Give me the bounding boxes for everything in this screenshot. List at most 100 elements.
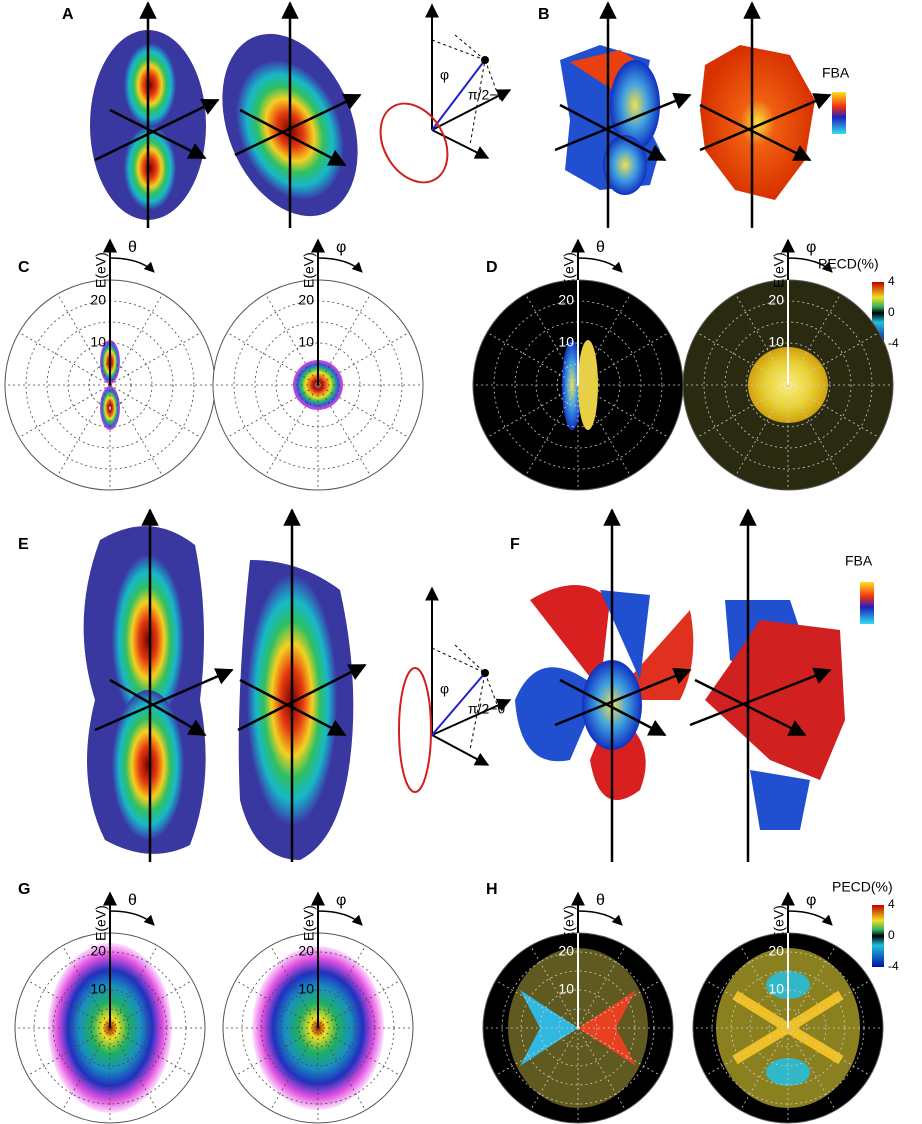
colorbar-tick: 0: [888, 928, 895, 942]
polar-plot: θ E(eV) 20 10: [4, 238, 216, 491]
polar-plot: θ E(eV) 20 10: [472, 238, 684, 491]
polar-plot: φ E(eV) 20 10: [692, 891, 884, 1124]
axis-label: E(eV): [301, 905, 317, 941]
angle-label: φ: [806, 239, 816, 256]
tick-label: 10: [768, 981, 784, 997]
polar-spoke: [27, 980, 111, 1029]
axis-label: E(eV): [93, 905, 109, 941]
polar-ring: [539, 989, 617, 1067]
axis-label: E(eV): [301, 252, 317, 288]
polar-ring: [71, 989, 149, 1067]
polar-spoke: [705, 1027, 789, 1076]
polar-spoke: [317, 945, 366, 1029]
panel-label: B: [538, 6, 550, 23]
polar-spoke: [577, 945, 626, 1029]
polar-spoke: [705, 980, 789, 1029]
polar-spoke: [270, 1027, 319, 1111]
geometry-diagram: φ π/2−θ φ π/2−θ: [379, 3, 512, 793]
polar-ring: [749, 989, 827, 1067]
angle-label: θ: [128, 892, 137, 909]
tick-label: 20: [90, 292, 106, 308]
polar-spoke: [317, 980, 401, 1029]
polar-spoke: [235, 1027, 319, 1076]
polar-spoke: [62, 1027, 111, 1111]
tick-label: 10: [298, 981, 314, 997]
polar-spoke: [740, 945, 789, 1029]
panel-label: A: [62, 6, 74, 23]
polar-spoke: [787, 1027, 871, 1076]
polar-spoke: [577, 1027, 661, 1076]
polar-plot: θ E(eV) 20 10: [482, 891, 674, 1124]
tick-label: 20: [298, 943, 314, 959]
polar-plot: θ E(eV) 20 10: [14, 891, 206, 1124]
angle-label: φ: [336, 239, 346, 256]
tick-label: 10: [558, 334, 574, 350]
tick-label: 20: [90, 943, 106, 959]
blob-f: [515, 585, 845, 830]
angle-label: φ: [336, 892, 346, 909]
polar-ring: [90, 1008, 130, 1048]
polar-spoke: [530, 1027, 579, 1111]
polar-spoke: [740, 1027, 789, 1111]
colorbar-tick: 0: [888, 305, 895, 319]
angle-label: π/2−θ: [468, 701, 506, 717]
angle-label: θ: [596, 892, 605, 909]
angle-arrow: [787, 257, 833, 273]
polar-spoke: [495, 1027, 579, 1076]
polar-spoke: [109, 945, 158, 1029]
axis-label: E(eV): [771, 905, 787, 941]
polar-spoke: [235, 980, 319, 1029]
panel-label: E: [18, 536, 29, 553]
angle-arrow: [109, 257, 155, 273]
blob-b: [560, 45, 815, 200]
polar-plot: φ E(eV) 20 10: [212, 238, 424, 491]
tick-label: 10: [90, 981, 106, 997]
axes-3d: [94, 1, 832, 862]
angle-label: φ: [806, 892, 816, 909]
panel-label: H: [486, 881, 498, 898]
polar-plot: φ E(eV) 20 10: [682, 238, 894, 491]
colorbar-tick: -4: [888, 336, 899, 350]
phi-label: φ: [440, 67, 449, 83]
angle-arrow: [317, 257, 363, 273]
polar-plot: φ E(eV) 20 10: [222, 891, 414, 1124]
angle-label: π/2−θ: [468, 87, 506, 103]
polar-spoke: [109, 980, 193, 1029]
polar-ring: [558, 1008, 598, 1048]
colorbar-title: FBA: [845, 553, 873, 569]
colorbar-tick: 4: [888, 274, 895, 288]
angle-label: θ: [128, 239, 137, 256]
axis-label: E(eV): [771, 252, 787, 288]
tick-label: 20: [298, 292, 314, 308]
polar-ring: [298, 1008, 338, 1048]
distribution: [578, 990, 636, 1066]
axis-label: E(eV): [561, 252, 577, 288]
colorbar-title: PECD(%): [818, 256, 879, 272]
tick-label: 10: [558, 981, 574, 997]
panel-label: G: [18, 881, 30, 898]
tick-label: 20: [768, 943, 784, 959]
polar-ring: [279, 989, 357, 1067]
angle-label: θ: [596, 239, 605, 256]
axis-label: E(eV): [93, 252, 109, 288]
panel-label: C: [18, 259, 30, 276]
polar-spoke: [270, 945, 319, 1029]
angle-arrow: [787, 910, 833, 926]
polar-spoke: [109, 1027, 193, 1076]
polar-spoke: [577, 980, 661, 1029]
tick-label: 20: [768, 292, 784, 308]
blob-a: [90, 30, 358, 220]
polar-spoke: [27, 1027, 111, 1076]
polar-spoke: [62, 945, 111, 1029]
polar-spoke: [787, 1027, 836, 1111]
polar-spoke: [317, 1027, 401, 1076]
distribution: [520, 990, 578, 1066]
phi-label: φ: [440, 681, 449, 697]
polar-spoke: [495, 980, 579, 1029]
panel-label: F: [510, 536, 520, 553]
tick-label: 10: [298, 334, 314, 350]
polar-spoke: [787, 945, 836, 1029]
polar-ring: [768, 1008, 808, 1048]
polar-spoke: [109, 1027, 158, 1111]
